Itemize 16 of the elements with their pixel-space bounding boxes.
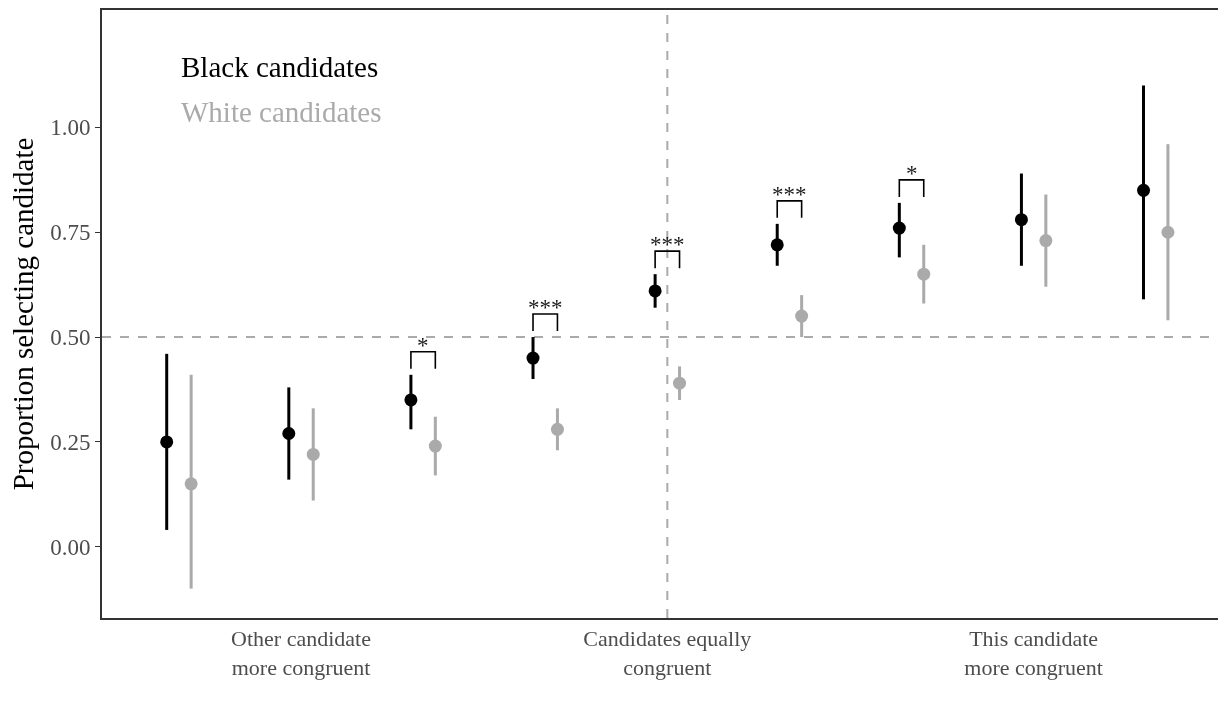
y-tick-label: 0.50: [50, 325, 91, 351]
x-tick-label: This candidate more congruent: [964, 626, 1103, 680]
text: White candidates: [181, 96, 382, 128]
y-axis-title: Proportion selecting candidate: [7, 137, 40, 491]
x-tick-label: Candidates equally congruent: [583, 626, 752, 680]
annotation: ***: [772, 182, 807, 207]
y-tick-label: 0.25: [50, 429, 91, 455]
x-tick-label: Other candidate more congruent: [231, 626, 371, 680]
annotation: ***: [650, 232, 685, 257]
y-tick-label: 1.00: [50, 115, 91, 141]
annotation: *: [417, 333, 429, 358]
text: Black candidates: [181, 51, 379, 83]
y-tick-label: 0.75: [50, 220, 91, 246]
y-tick-label: 0.00: [50, 534, 91, 560]
annotation: ***: [528, 295, 563, 320]
annotation: *: [906, 161, 918, 186]
